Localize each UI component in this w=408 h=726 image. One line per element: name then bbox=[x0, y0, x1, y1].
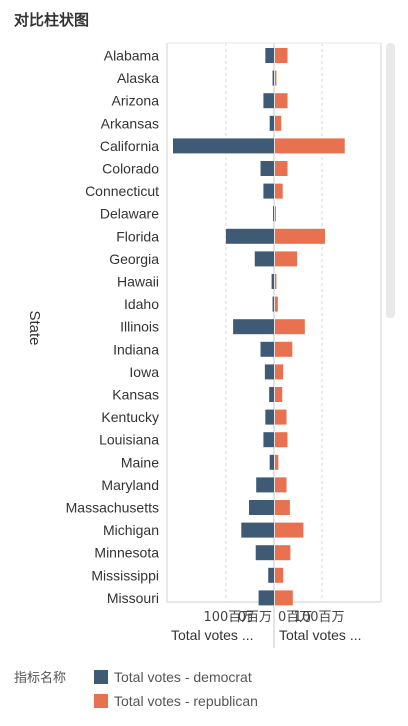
bar-democrat-illinois bbox=[233, 319, 274, 335]
bar-democrat-michigan bbox=[241, 522, 274, 538]
bar-democrat-minnesota bbox=[255, 545, 274, 561]
bar-democrat-maryland bbox=[256, 477, 274, 493]
legend-swatch-democrat bbox=[94, 670, 108, 684]
bar-republican-kansas bbox=[275, 387, 283, 402]
bar-republican-hawaii bbox=[275, 274, 277, 289]
category-label-alabama: Alabama bbox=[104, 48, 159, 64]
diverging-bar-chart: Alabama Alaska Arizona Arkansas California Co… bbox=[26, 42, 382, 648]
bar-republican-alaska bbox=[275, 70, 277, 86]
bar-republican-connecticut bbox=[275, 183, 283, 199]
bar-democrat-georgia bbox=[254, 251, 274, 267]
bar-democrat-colorado bbox=[260, 161, 274, 176]
bar-democrat-kansas bbox=[269, 387, 274, 402]
bar-democrat-alaska bbox=[272, 70, 274, 86]
bar-democrat-iowa bbox=[264, 364, 274, 380]
bar-democrat-indiana bbox=[260, 341, 274, 357]
category-label-kansas: Kansas bbox=[112, 387, 159, 403]
legend-title: 指标名称 bbox=[14, 671, 67, 686]
bar-republican-idaho bbox=[275, 296, 278, 312]
category-label-mississippi: Mississippi bbox=[91, 567, 159, 583]
bar-republican-arizona bbox=[275, 93, 288, 109]
left-tick-label-1: 0百万 bbox=[238, 610, 272, 625]
bar-republican-colorado bbox=[275, 161, 288, 176]
bar-democrat-florida bbox=[225, 228, 274, 244]
category-label-indiana: Indiana bbox=[113, 341, 159, 357]
category-label-delaware: Delaware bbox=[100, 206, 159, 222]
category-label-maryland: Maryland bbox=[101, 477, 159, 493]
category-label-connecticut: Connecticut bbox=[85, 183, 159, 199]
category-label-georgia: Georgia bbox=[109, 251, 159, 267]
legend-swatch-republican bbox=[94, 694, 108, 708]
category-label-colorado: Colorado bbox=[102, 161, 159, 177]
category-label-arkansas: Arkansas bbox=[101, 115, 159, 131]
bar-democrat-missouri bbox=[258, 590, 274, 606]
category-label-florida: Florida bbox=[116, 228, 159, 244]
vertical-scrollbar[interactable] bbox=[386, 43, 395, 318]
bar-democrat-hawaii bbox=[271, 274, 274, 289]
legend: 指标名称 Total votes - democrat Total votes … bbox=[14, 667, 394, 717]
category-label-california: California bbox=[100, 138, 159, 154]
bar-democrat-arizona bbox=[263, 93, 274, 109]
category-label-louisiana: Louisiana bbox=[99, 432, 159, 448]
bar-democrat-alabama bbox=[265, 48, 274, 63]
bar-democrat-kentucky bbox=[265, 409, 274, 425]
bar-republican-michigan bbox=[275, 522, 304, 538]
bar-democrat-mississippi bbox=[268, 567, 274, 583]
category-label-maine: Maine bbox=[121, 454, 159, 470]
legend-item-republican[interactable]: Total votes - republican bbox=[94, 693, 258, 709]
legend-label-democrat: Total votes - democrat bbox=[114, 669, 252, 685]
bar-republican-delaware bbox=[275, 206, 276, 222]
bar-republican-california bbox=[275, 138, 345, 154]
category-label-massachusetts: Massachusetts bbox=[66, 500, 159, 516]
right-tick-label-1: 100百万 bbox=[294, 610, 345, 625]
left-axis-title: Total votes ... bbox=[171, 627, 253, 643]
category-label-hawaii: Hawaii bbox=[117, 274, 159, 290]
bar-republican-indiana bbox=[275, 341, 293, 357]
bar-democrat-maine bbox=[269, 454, 274, 470]
bar-republican-minnesota bbox=[275, 545, 291, 561]
bar-democrat-delaware bbox=[273, 206, 274, 222]
chart-title: 对比柱状图 bbox=[14, 11, 90, 29]
category-label-michigan: Michigan bbox=[103, 522, 159, 538]
bar-republican-maine bbox=[275, 454, 279, 470]
left-tick-label-0: 100百万 bbox=[203, 610, 254, 625]
right-tick-label-0: 0百万 bbox=[278, 610, 312, 625]
y-axis-label: State bbox=[26, 310, 43, 345]
bar-democrat-idaho bbox=[272, 296, 274, 312]
bar-democrat-arkansas bbox=[269, 115, 274, 131]
bar-republican-massachusetts bbox=[275, 500, 290, 515]
category-label-iowa: Iowa bbox=[129, 364, 159, 380]
legend-label-republican: Total votes - republican bbox=[114, 693, 258, 709]
bar-republican-illinois bbox=[275, 319, 305, 335]
category-label-missouri: Missouri bbox=[107, 590, 159, 606]
bar-democrat-massachusetts bbox=[248, 500, 274, 515]
bar-democrat-california bbox=[173, 138, 274, 154]
bar-democrat-connecticut bbox=[263, 183, 274, 199]
bar-republican-mississippi bbox=[275, 567, 284, 583]
category-label-alaska: Alaska bbox=[117, 70, 159, 86]
bar-republican-arkansas bbox=[275, 115, 282, 131]
bar-republican-kentucky bbox=[275, 409, 287, 425]
bar-republican-missouri bbox=[275, 590, 293, 606]
bar-democrat-louisiana bbox=[263, 432, 274, 448]
bar-republican-georgia bbox=[275, 251, 298, 267]
category-label-minnesota: Minnesota bbox=[94, 545, 159, 561]
bar-republican-louisiana bbox=[275, 432, 288, 448]
bar-republican-iowa bbox=[275, 364, 284, 380]
category-label-idaho: Idaho bbox=[124, 296, 159, 312]
right-axis-title: Total votes ... bbox=[279, 627, 361, 643]
bar-republican-alabama bbox=[275, 48, 288, 63]
category-label-illinois: Illinois bbox=[120, 319, 159, 335]
bar-republican-maryland bbox=[275, 477, 287, 493]
category-label-kentucky: Kentucky bbox=[101, 409, 159, 425]
category-label-arizona: Arizona bbox=[112, 93, 160, 109]
legend-item-democrat[interactable]: Total votes - democrat bbox=[94, 669, 252, 685]
bar-republican-florida bbox=[275, 228, 326, 244]
